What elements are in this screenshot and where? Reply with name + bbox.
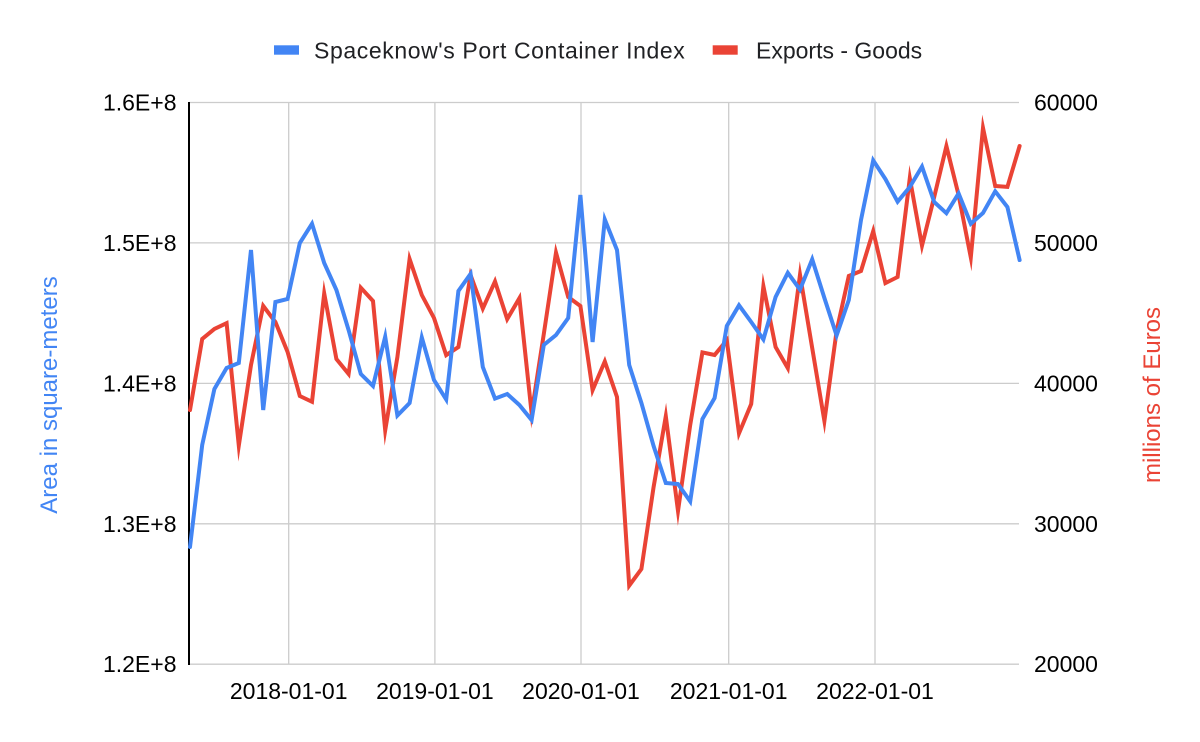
svg-text:20000: 20000 <box>1034 651 1098 677</box>
svg-text:1.5E+8: 1.5E+8 <box>103 230 177 256</box>
svg-text:1.6E+8: 1.6E+8 <box>103 90 177 116</box>
svg-text:Spaceknow's Port Container Ind: Spaceknow's Port Container Index <box>314 38 685 64</box>
svg-text:2021-01-01: 2021-01-01 <box>670 678 788 704</box>
svg-text:1.3E+8: 1.3E+8 <box>103 511 177 537</box>
svg-text:1.4E+8: 1.4E+8 <box>103 370 177 396</box>
svg-text:2020-01-01: 2020-01-01 <box>522 678 640 704</box>
svg-text:2022-01-01: 2022-01-01 <box>816 678 934 704</box>
svg-text:40000: 40000 <box>1034 370 1098 396</box>
svg-text:60000: 60000 <box>1034 90 1098 116</box>
svg-text:30000: 30000 <box>1034 511 1098 537</box>
svg-text:50000: 50000 <box>1034 230 1098 256</box>
svg-text:millions of Euros: millions of Euros <box>1139 307 1166 483</box>
svg-text:2018-01-01: 2018-01-01 <box>230 678 348 704</box>
svg-text:2019-01-01: 2019-01-01 <box>376 678 494 704</box>
svg-text:1.2E+8: 1.2E+8 <box>103 651 177 677</box>
svg-text:Exports - Goods: Exports - Goods <box>756 38 922 64</box>
svg-text:Area in square-meters: Area in square-meters <box>36 276 63 513</box>
